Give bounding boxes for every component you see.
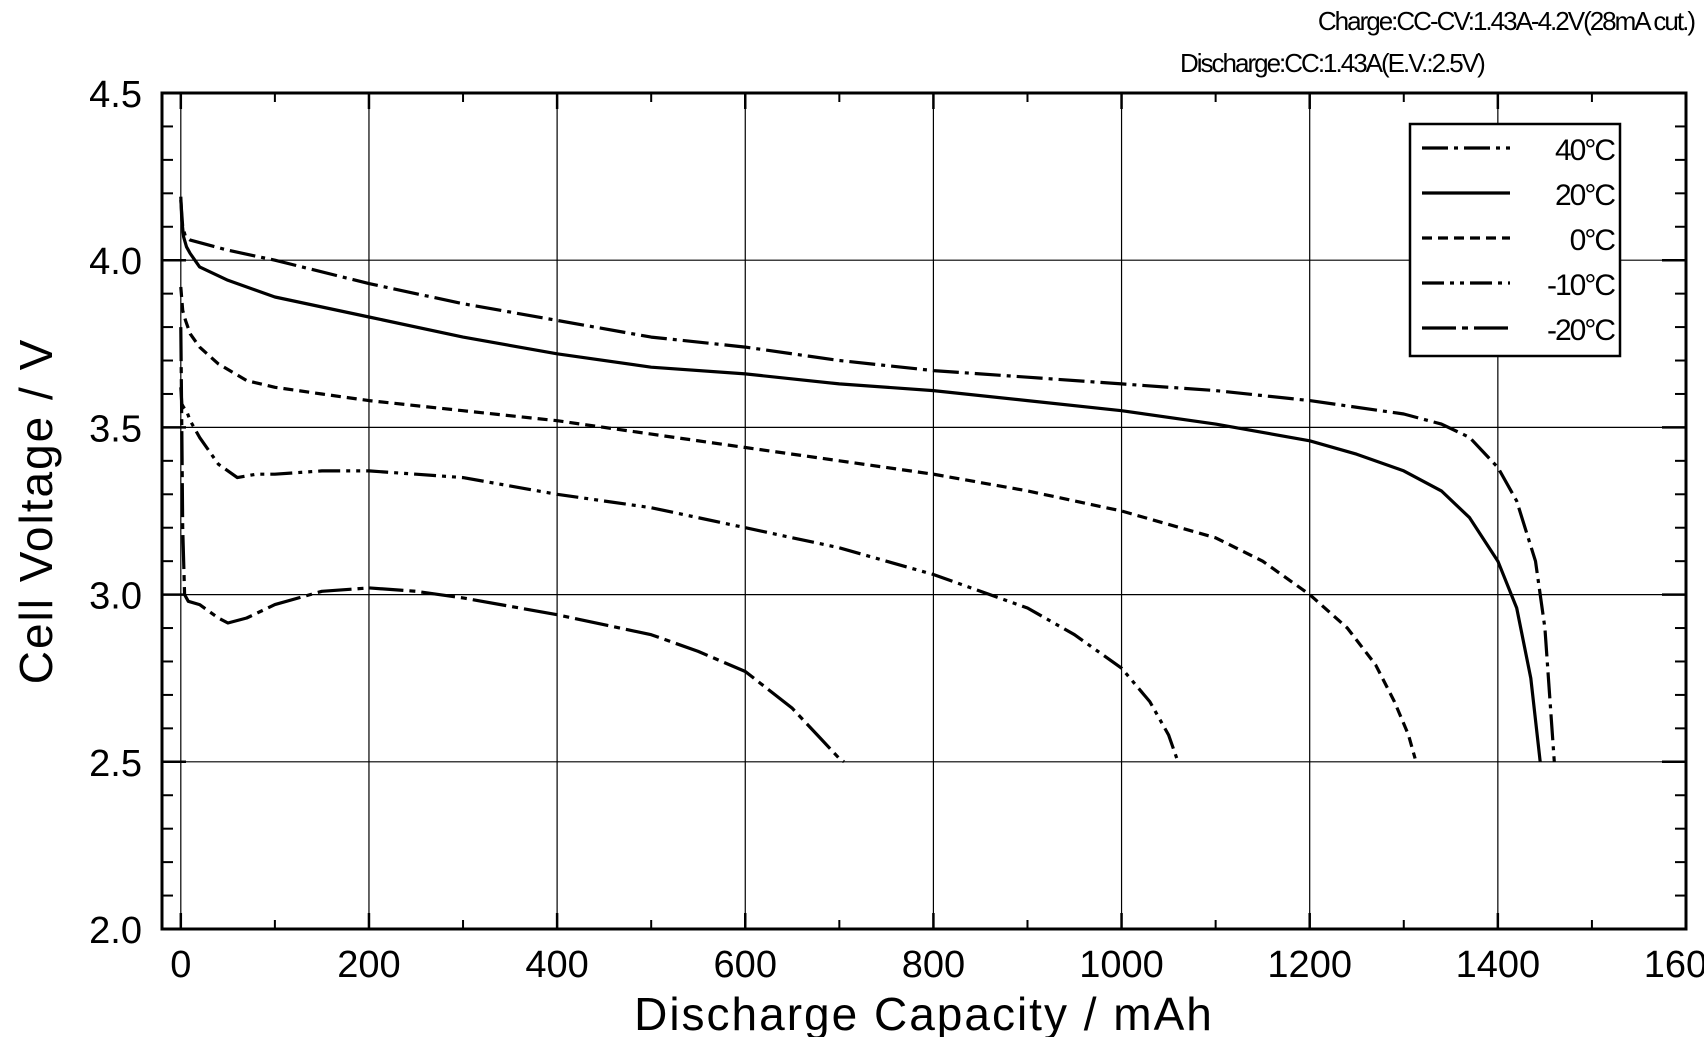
y-axis-title: Cell Voltage / V [10,338,62,685]
x-tick-label: 1000 [1079,944,1164,986]
series-line [179,199,1556,762]
charge-condition-annotation: Charge:CC-CV:1.43A-4.2V(28mA cut.) [1317,6,1696,36]
gridlines [162,93,1686,929]
x-tick-label: 800 [902,944,965,986]
series-line [179,327,845,764]
y-tick-label: 4.5 [89,74,142,116]
y-tick-label: 4.0 [89,241,142,283]
legend-label: 40°C [1555,134,1615,167]
legend-label: -10°C [1547,269,1615,302]
series-line [179,387,1180,763]
series-line [179,196,1542,762]
series-line [179,286,1417,759]
y-tick-label: 2.5 [89,743,142,785]
x-axis-title: Discharge Capacity / mAh [634,988,1214,1037]
x-tick-labels: 0 200 400 600 800 1000 1200 1400 1600 [170,944,1704,986]
legend: 40°C 20°C 0°C -10°C -20°C [1408,122,1622,358]
x-tick-label: 1600 [1644,944,1704,986]
x-tick-label: 400 [525,944,588,986]
legend-label: 0°C [1570,224,1616,257]
x-tick-label: 600 [714,944,777,986]
x-tick-label: 200 [337,944,400,986]
x-tick-label: 0 [170,944,191,986]
y-tick-label: 3.5 [89,408,142,450]
x-tick-label: 1200 [1267,944,1352,986]
axis-ticks [162,91,1688,931]
legend-label: 20°C [1555,179,1615,212]
x-tick-label: 1400 [1456,944,1541,986]
discharge-condition-annotation: Discharge:CC:1.43A(E.V.:2.5V) [1180,48,1486,78]
y-tick-label: 2.0 [89,910,142,952]
legend-box [1408,122,1622,358]
plot-frame [160,91,1688,931]
legend-label: -20°C [1547,314,1615,347]
y-tick-labels: 2.0 2.5 3.0 3.5 4.0 4.5 [89,74,142,952]
series-lines [179,196,1556,764]
y-tick-label: 3.0 [89,576,142,618]
